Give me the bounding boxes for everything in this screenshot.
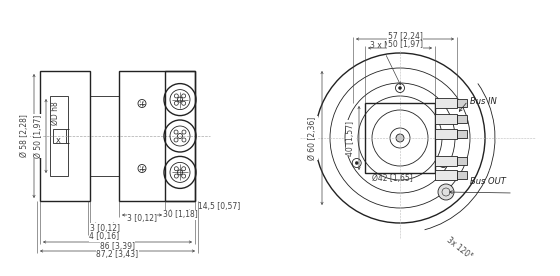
Text: 87,2 [3,43]: 87,2 [3,43]	[96, 251, 138, 259]
Bar	[457, 130, 467, 138]
Text: 57 [2,24]: 57 [2,24]	[388, 31, 422, 41]
Text: 3 [0,12]: 3 [0,12]	[90, 224, 119, 232]
Text: Ø 50 [1,97]: Ø 50 [1,97]	[34, 114, 43, 158]
Text: Ø42 [1,65]: Ø42 [1,65]	[372, 174, 412, 183]
Text: 14,5 [0,57]: 14,5 [0,57]	[198, 203, 240, 211]
Text: X: X	[56, 138, 61, 144]
Circle shape	[355, 161, 358, 164]
Text: Ø 58 [2,28]: Ø 58 [2,28]	[21, 115, 30, 157]
Bar	[435, 129, 457, 139]
Text: 86 [3,39]: 86 [3,39]	[100, 242, 135, 251]
Text: 40 [1,57]: 40 [1,57]	[347, 121, 356, 155]
Bar	[457, 99, 467, 107]
Text: ØD h8: ØD h8	[51, 101, 60, 125]
Circle shape	[396, 134, 404, 142]
Bar	[435, 98, 457, 108]
Bar	[435, 156, 457, 166]
Bar	[457, 171, 467, 179]
Bar	[53, 129, 66, 143]
Bar	[50, 96, 68, 176]
Bar	[435, 170, 457, 180]
Bar	[365, 103, 435, 173]
Text: Ø 60 [2,36]: Ø 60 [2,36]	[309, 116, 318, 160]
Bar	[90, 96, 119, 176]
Bar	[119, 71, 195, 201]
Text: 3x 120°: 3x 120°	[445, 235, 474, 261]
Text: Bus IN: Bus IN	[470, 97, 497, 105]
Circle shape	[442, 161, 445, 164]
Circle shape	[438, 184, 454, 200]
Text: 4 [0,16]: 4 [0,16]	[90, 232, 120, 242]
Text: 3 x M4: 3 x M4	[370, 41, 395, 50]
Text: Bus OUT: Bus OUT	[470, 176, 506, 185]
Bar	[435, 114, 457, 124]
Text: 50 [1,97]: 50 [1,97]	[388, 41, 422, 49]
Bar	[40, 71, 90, 201]
Bar	[457, 157, 467, 165]
Text: 3 [0,12]: 3 [0,12]	[127, 214, 157, 224]
Text: 30 [1,18]: 30 [1,18]	[162, 211, 197, 219]
Circle shape	[399, 86, 402, 89]
Bar	[457, 115, 467, 123]
Bar	[165, 71, 195, 201]
